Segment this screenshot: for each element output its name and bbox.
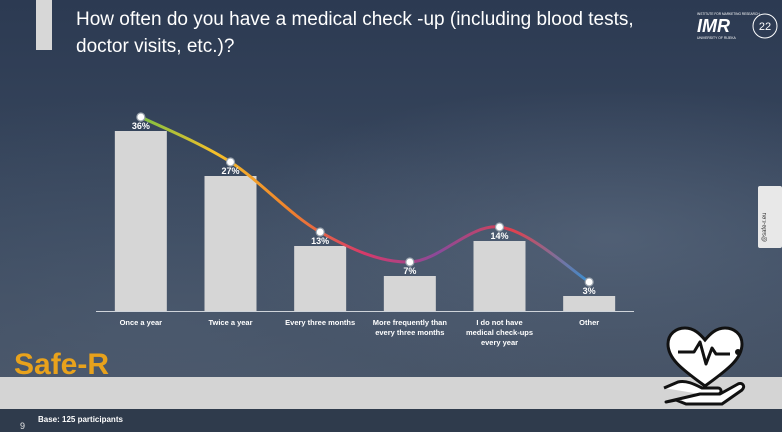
trend-point-0: [136, 112, 146, 122]
data-label-3: 7%: [403, 266, 416, 276]
trend-point-1: [225, 157, 236, 167]
safer-logo: Safe-R: [14, 348, 109, 381]
imr-logo-uni-text: UNIVERSITY OF RIJEKA: [697, 36, 736, 40]
data-label-0: 36%: [132, 121, 150, 131]
side-tab: @safe-r.eu: [758, 186, 782, 248]
category-label-5: Other: [579, 318, 599, 327]
category-label-4: I do not have medical check-ups every year: [466, 318, 533, 347]
data-label-2: 13%: [311, 236, 329, 246]
slide-title: How often do you have a medical check -u…: [76, 9, 634, 57]
bar-3: [383, 276, 436, 311]
data-label-1: 27%: [221, 166, 239, 176]
bar-0: [114, 131, 167, 311]
category-label-3: More frequently than every three months: [373, 318, 448, 337]
title-accent-bar: [36, 0, 52, 50]
trend-line: [139, 115, 591, 284]
category-label-2: Every three months: [285, 318, 355, 327]
safer-logo-text: Safe-R: [14, 348, 109, 381]
base-note: Base: 125 participants: [38, 415, 123, 424]
category-label-1: Twice a year: [208, 318, 252, 327]
trend-point-4: [494, 222, 505, 232]
imr-logo-years: 22: [759, 21, 771, 33]
bar-1: [204, 176, 257, 311]
imr-logo-small-text: INSTITUTE FOR MARKETING RESEARCH: [697, 12, 760, 16]
trend-point-2: [315, 227, 325, 237]
bar-5: [563, 296, 616, 311]
bar-4: [473, 241, 526, 311]
footer-bar: [0, 409, 782, 432]
bar-2: [294, 246, 347, 311]
bottom-band: [0, 377, 782, 409]
data-label-4: 14%: [490, 231, 508, 241]
imr-logo-text: IMR: [697, 16, 730, 36]
category-label-0: Once a year: [120, 318, 163, 327]
imr-logo: INSTITUTE FOR MARKETING RESEARCH IMR UNI…: [697, 12, 778, 40]
page-number: 9: [20, 421, 26, 431]
trend-point-5: [584, 277, 594, 287]
heart-hand-icon: [663, 326, 746, 406]
data-label-5: 3%: [583, 286, 596, 296]
trend-point-3: [405, 257, 415, 267]
